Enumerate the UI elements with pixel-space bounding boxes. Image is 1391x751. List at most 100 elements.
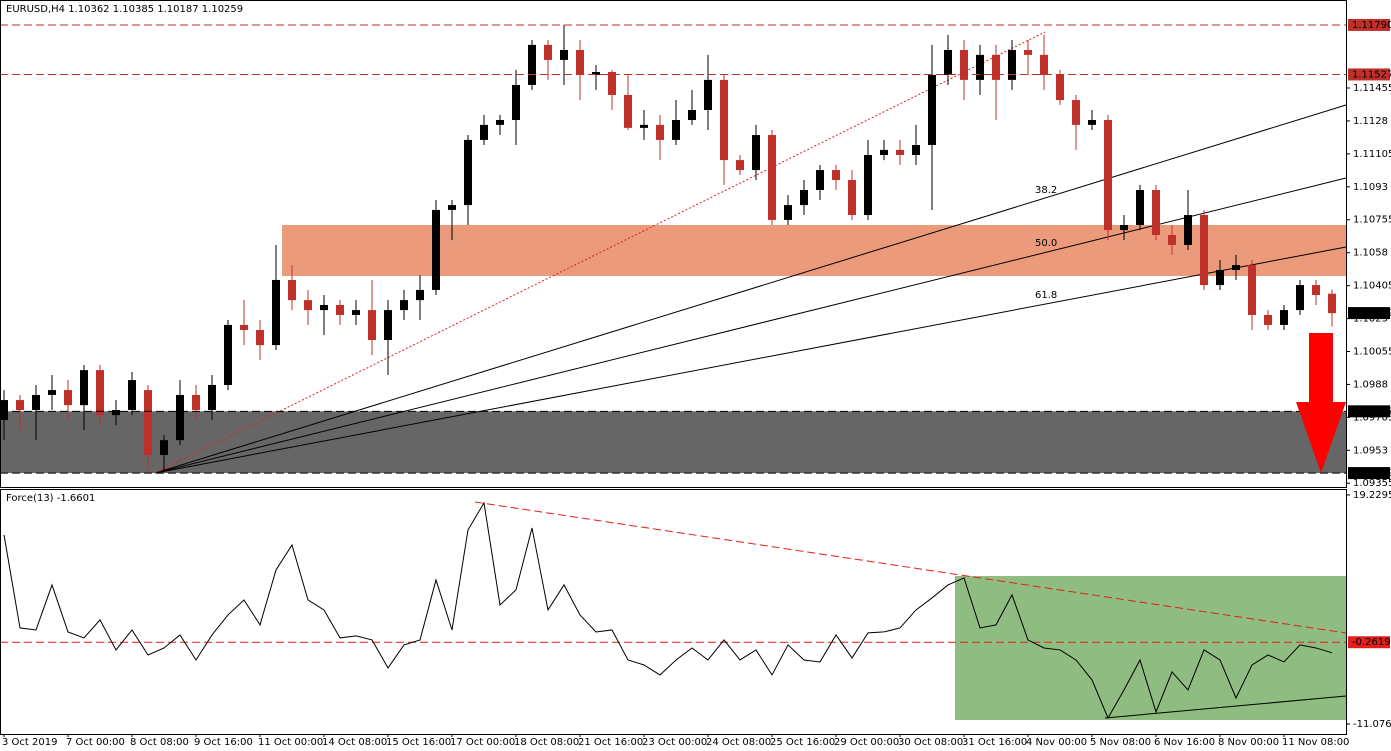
candle-body <box>176 394 184 441</box>
highlight-box <box>955 576 1346 720</box>
candle-body <box>144 390 152 456</box>
candle-body <box>480 124 488 140</box>
y-tick-label: 1.1128 <box>1353 116 1388 127</box>
candle-body <box>608 71 616 95</box>
x-tick-label: 30 Oct 08:00 <box>898 737 963 748</box>
candle-body <box>112 410 120 416</box>
x-tick-label: 31 Oct 16:00 <box>962 737 1027 748</box>
candle-body <box>1024 49 1032 55</box>
x-tick-label: 24 Oct 08:00 <box>706 737 771 748</box>
candle-body <box>1168 234 1176 245</box>
x-tick-label: 18 Oct 08:00 <box>514 737 579 748</box>
candle-body <box>1040 54 1048 76</box>
y-tick-label: 1.10755 <box>1353 215 1391 226</box>
candle-body <box>1280 310 1288 325</box>
resistance-zone <box>282 225 1346 277</box>
candle-body <box>864 154 872 216</box>
x-tick-label: 6 Nov 16:00 <box>1154 737 1215 748</box>
candle-body <box>704 79 712 111</box>
level-label: -0.2619 <box>1352 637 1391 648</box>
y-tick-label: 1.0988 <box>1353 379 1388 390</box>
candle-body <box>448 205 456 210</box>
candle-body <box>416 289 424 301</box>
candle-body <box>688 110 696 120</box>
candle-body <box>832 170 840 181</box>
candle-body <box>560 49 568 60</box>
candle-body <box>672 119 680 140</box>
candle-body <box>192 394 200 411</box>
candle-body <box>1296 285 1304 311</box>
candle-body <box>912 145 920 155</box>
candle-body <box>1072 100 1080 125</box>
x-tick-label: 8 Oct 08:00 <box>130 737 189 748</box>
x-tick-label: 5 Nov 08:00 <box>1090 737 1151 748</box>
level-label: 1.10259 <box>1352 308 1391 319</box>
candle-body <box>1088 119 1096 125</box>
y-tick-label: 1.09355 <box>1353 478 1391 489</box>
candle-body <box>784 205 792 220</box>
x-tick-label: 17 Oct 00:00 <box>450 737 515 748</box>
candle-body <box>96 370 104 416</box>
candle-body <box>0 400 8 420</box>
x-tick-label: 11 Oct 00:00 <box>258 737 323 748</box>
level-label: 1.11527 <box>1352 69 1391 80</box>
candle-body <box>432 209 440 290</box>
x-tick-label: 11 Nov 08:00 <box>1282 737 1349 748</box>
candle-body <box>976 54 984 80</box>
level-label-box <box>1348 18 1390 31</box>
candle-body <box>1152 190 1160 235</box>
candle-body <box>464 139 472 206</box>
price-title: EURUSD,H4 1.10362 1.10385 1.10187 1.1025… <box>6 4 243 15</box>
y-tick-label: 1.11455 <box>1353 83 1391 94</box>
candle-body <box>1184 215 1192 245</box>
candle-body <box>960 49 968 80</box>
price-panel-frame <box>0 0 1347 488</box>
candle-body <box>896 149 904 155</box>
candle-body <box>256 330 264 346</box>
level-label-box <box>1348 307 1390 320</box>
candle-body <box>1216 269 1224 286</box>
down-arrow <box>1296 333 1346 473</box>
y-tick-label: -11.0765 <box>1353 719 1391 730</box>
candle-body <box>768 135 776 220</box>
candle-body <box>1264 314 1272 325</box>
candle-body <box>352 310 360 315</box>
candle-body <box>336 304 344 315</box>
candle-body <box>208 384 216 411</box>
candle-body <box>592 71 600 76</box>
candle-body <box>1104 119 1112 231</box>
candle-body <box>880 149 888 155</box>
x-tick-label: 8 Nov 00:00 <box>1218 737 1279 748</box>
candle-body <box>640 124 648 128</box>
candle-body <box>512 84 520 120</box>
force-support <box>1104 695 1347 719</box>
candle-body <box>64 390 72 406</box>
candle-body <box>32 394 40 411</box>
trend-line <box>154 31 1046 474</box>
level-label-box <box>1348 467 1390 480</box>
x-tick-label: 15 Oct 16:00 <box>386 737 451 748</box>
candle-body <box>1136 190 1144 226</box>
candle-body <box>496 119 504 125</box>
candle-body <box>384 310 392 341</box>
candle-body <box>400 300 408 311</box>
x-tick-label: 21 Oct 16:00 <box>578 737 643 748</box>
candle-body <box>240 324 248 331</box>
level-label-box <box>1348 636 1390 649</box>
candle-body <box>320 304 328 311</box>
candle-body <box>1200 215 1208 286</box>
force-panel-frame <box>0 489 1347 735</box>
level-label: 1.11790 <box>1352 20 1391 31</box>
candle-body <box>288 279 296 301</box>
candle-body <box>224 324 232 385</box>
candle-body <box>1232 265 1240 270</box>
candle-body <box>544 44 552 60</box>
level-label: 1.09737 <box>1352 406 1391 417</box>
candle-body <box>48 390 56 395</box>
level-label-box <box>1348 68 1390 81</box>
candle-body <box>304 300 312 311</box>
candle-body <box>656 124 664 140</box>
x-tick-label: 23 Oct 00:00 <box>642 737 707 748</box>
y-tick-label: 1.09705 <box>1353 412 1391 423</box>
